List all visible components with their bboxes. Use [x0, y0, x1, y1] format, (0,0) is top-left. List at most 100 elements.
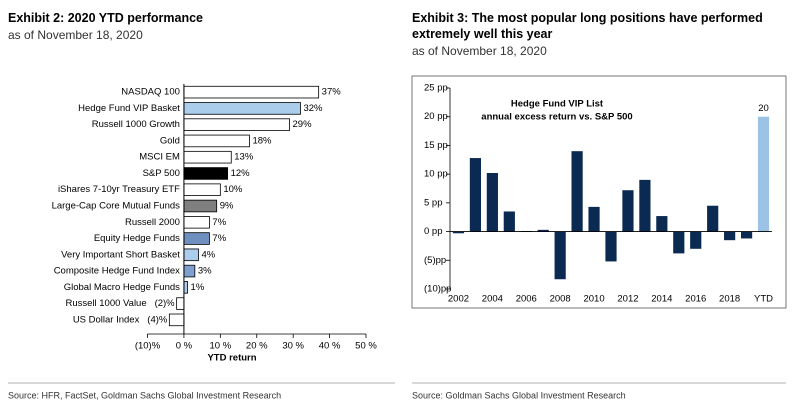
x-tick-label: 40 % — [319, 341, 341, 352]
bar — [469, 158, 482, 232]
y-tick-label: 5 pp — [424, 197, 443, 208]
value-label: 37% — [322, 87, 342, 98]
value-label: (2)% — [155, 298, 176, 309]
category-label: S&P 500 — [143, 168, 180, 179]
x-tick-label: 2004 — [482, 294, 503, 305]
value-label: 18% — [252, 135, 272, 146]
bar — [183, 85, 320, 99]
category-label: Hedge Fund VIP Basket — [78, 103, 180, 114]
inner-title: annual excess return vs. S&P 500 — [481, 112, 632, 123]
category-label: Very Important Short Basket — [61, 249, 180, 260]
category-label: Russell 2000 — [125, 217, 180, 228]
category-label: Global Macro Hedge Funds — [64, 282, 180, 293]
value-label: 7% — [212, 233, 226, 244]
bar — [176, 297, 185, 310]
category-label: iShares 7-10yr Treasury ETF — [58, 184, 180, 195]
category-label: MSCI EM — [139, 152, 180, 163]
x-tick-label: 2002 — [448, 294, 469, 305]
bar — [183, 281, 188, 294]
bar — [588, 206, 600, 232]
bar — [183, 183, 221, 196]
inner-title: Hedge Fund VIP List — [511, 99, 604, 110]
value-label: 32% — [303, 103, 323, 114]
x-tick-label: 20 % — [246, 341, 268, 352]
x-tick-label: 2018 — [719, 294, 740, 305]
bar — [183, 232, 210, 245]
x-tick-label: 2016 — [685, 294, 706, 305]
y-tick-label: (10)pp — [424, 284, 451, 295]
y-tick-label: 20 pp — [424, 111, 448, 122]
category-label: Large-Cap Core Mutual Funds — [52, 201, 181, 212]
bar — [183, 216, 210, 229]
bar — [571, 151, 583, 232]
chart-subtitle: as of November 18, 2020 — [8, 28, 143, 42]
x-axis-label: YTD return — [207, 353, 256, 364]
x-tick-label: 2006 — [516, 294, 537, 305]
bar — [452, 231, 465, 234]
bar — [183, 264, 196, 278]
bar — [656, 216, 668, 232]
category-label: Russell 1000 Growth — [92, 119, 180, 130]
bar — [183, 134, 250, 148]
y-tick-label: (5)pp — [424, 255, 446, 266]
bar — [707, 205, 719, 232]
bar — [724, 231, 736, 241]
bar — [622, 190, 634, 232]
bar — [183, 167, 229, 180]
category-label: NASDAQ 100 — [121, 87, 180, 98]
x-tick-label: 2014 — [651, 294, 672, 305]
bar — [537, 229, 549, 232]
bar — [554, 231, 566, 280]
x-tick-label: 2010 — [583, 294, 604, 305]
x-tick-label: 30 % — [282, 341, 304, 352]
bar — [673, 231, 685, 254]
bar — [183, 199, 218, 213]
x-tick-label: 10 % — [210, 341, 232, 352]
value-label: 29% — [293, 119, 313, 130]
y-tick-label: 0 pp — [424, 226, 443, 237]
bar — [757, 116, 770, 232]
value-label: 4% — [201, 249, 215, 260]
value-label: 1% — [191, 282, 205, 293]
value-label: 20 — [758, 103, 769, 114]
y-tick-label: 10 pp — [424, 169, 448, 180]
y-tick-label: 15 pp — [424, 140, 448, 151]
source: Source: Goldman Sachs Global Investment … — [412, 390, 626, 400]
plot-frame — [411, 75, 787, 309]
bar — [168, 313, 185, 327]
value-label: 12% — [231, 168, 251, 179]
x-tick-label: YTD — [754, 294, 773, 305]
value-label: 10% — [223, 184, 243, 195]
x-tick-label: (10)% — [135, 341, 161, 352]
bar — [639, 179, 651, 232]
value-label: 7% — [212, 217, 226, 228]
bar — [690, 231, 702, 249]
x-tick-label: 50 % — [355, 341, 377, 352]
bar — [183, 118, 290, 131]
bar — [183, 102, 301, 115]
value-label: 13% — [234, 152, 254, 163]
y-tick-label: 25 pp — [424, 83, 448, 94]
x-tick-label: 2012 — [617, 294, 638, 305]
x-tick-label: 0 % — [176, 341, 193, 352]
bar — [183, 248, 199, 262]
chart-title: Exhibit 3: The most popular long positio… — [412, 11, 763, 41]
bar — [486, 172, 498, 232]
category-label: US Dollar Index — [73, 314, 140, 325]
bar — [503, 211, 515, 232]
category-label: Gold — [160, 135, 180, 146]
bar — [605, 231, 617, 262]
value-label: 9% — [220, 201, 234, 212]
bar — [183, 150, 232, 164]
chart-title: Exhibit 2: 2020 YTD performance — [8, 11, 203, 25]
bar — [740, 231, 753, 239]
category-label: Russell 1000 Value — [65, 298, 146, 309]
source: Source: HFR, FactSet, Goldman Sachs Glob… — [8, 390, 281, 400]
x-tick-label: 2008 — [550, 294, 571, 305]
category-label: Equity Hedge Funds — [94, 233, 180, 244]
chart-subtitle: as of November 18, 2020 — [412, 44, 547, 58]
value-label: (4)% — [147, 314, 168, 325]
value-label: 3% — [198, 266, 212, 277]
